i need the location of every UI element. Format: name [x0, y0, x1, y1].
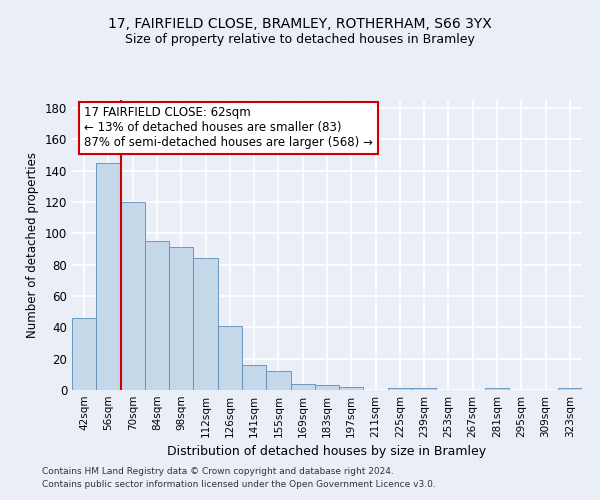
- Bar: [388, 388, 412, 390]
- Bar: [485, 388, 509, 390]
- Bar: [193, 258, 218, 390]
- Bar: [290, 384, 315, 390]
- Bar: [242, 365, 266, 390]
- Bar: [169, 248, 193, 390]
- Bar: [339, 387, 364, 390]
- Bar: [72, 318, 96, 390]
- Bar: [412, 388, 436, 390]
- X-axis label: Distribution of detached houses by size in Bramley: Distribution of detached houses by size …: [167, 446, 487, 458]
- Text: 17, FAIRFIELD CLOSE, BRAMLEY, ROTHERHAM, S66 3YX: 17, FAIRFIELD CLOSE, BRAMLEY, ROTHERHAM,…: [108, 18, 492, 32]
- Bar: [218, 326, 242, 390]
- Text: 17 FAIRFIELD CLOSE: 62sqm
← 13% of detached houses are smaller (83)
87% of semi-: 17 FAIRFIELD CLOSE: 62sqm ← 13% of detac…: [84, 106, 373, 150]
- Text: Contains public sector information licensed under the Open Government Licence v3: Contains public sector information licen…: [42, 480, 436, 489]
- Bar: [121, 202, 145, 390]
- Y-axis label: Number of detached properties: Number of detached properties: [26, 152, 39, 338]
- Bar: [266, 371, 290, 390]
- Bar: [96, 162, 121, 390]
- Bar: [315, 386, 339, 390]
- Bar: [145, 241, 169, 390]
- Text: Size of property relative to detached houses in Bramley: Size of property relative to detached ho…: [125, 32, 475, 46]
- Text: Contains HM Land Registry data © Crown copyright and database right 2024.: Contains HM Land Registry data © Crown c…: [42, 467, 394, 476]
- Bar: [558, 388, 582, 390]
